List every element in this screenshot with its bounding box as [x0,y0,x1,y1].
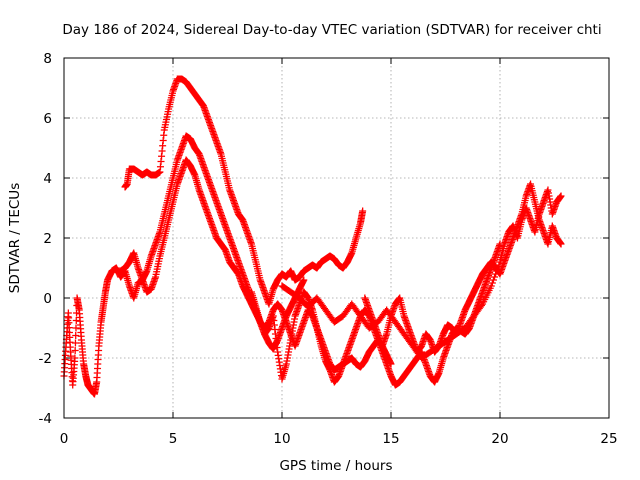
x-tick-label: 5 [169,431,178,447]
x-tick-label: 0 [60,431,69,447]
x-tick-label: 15 [382,431,399,447]
data-point [359,207,367,215]
y-tick-label: 4 [43,171,52,187]
x-tick-label: 10 [273,431,290,447]
data-point [477,302,485,309]
y-axis-label: SDTVAR / TECUs [7,183,23,293]
data-point [489,276,497,284]
data-point [72,317,80,324]
y-tick-label: 2 [43,231,52,247]
data-point [491,273,499,281]
grid [64,58,609,418]
data-point [300,276,308,284]
data-point [72,332,80,339]
data-point [71,339,79,347]
x-tick-label: 20 [491,431,508,447]
x-tick-label: 25 [600,431,617,447]
series-track-a [60,156,308,398]
y-tick-label: 6 [43,111,52,127]
series-track-f [361,180,565,356]
x-axis-label: GPS time / hours [279,458,392,474]
data-point [72,324,80,332]
data-point [487,282,495,290]
data-point [71,347,79,354]
data-series [60,75,565,398]
series-track-b [121,75,367,308]
y-tick-label: -4 [39,411,52,427]
data-point [488,279,496,287]
chart-title: Day 186 of 2024, Sidereal Day-to-day VTE… [62,22,601,38]
data-point [71,354,79,362]
y-tick-label: 8 [43,51,52,67]
y-tick-label: -2 [39,351,52,367]
data-point [557,192,565,200]
data-point [557,240,565,248]
y-tick-label: 0 [43,291,52,307]
plot-frame [63,57,610,419]
